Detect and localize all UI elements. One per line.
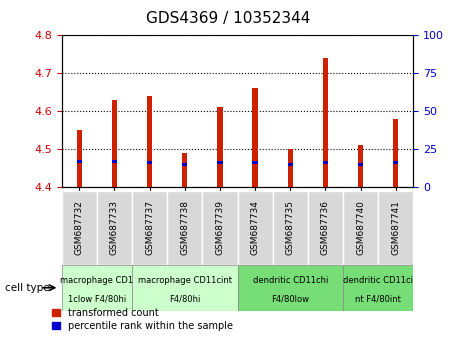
Bar: [112, 100, 117, 187]
FancyBboxPatch shape: [343, 265, 413, 311]
FancyBboxPatch shape: [202, 191, 238, 265]
Bar: [182, 153, 188, 187]
FancyBboxPatch shape: [97, 191, 132, 265]
Text: nt F4/80int: nt F4/80int: [355, 295, 401, 304]
Text: GSM687739: GSM687739: [216, 200, 224, 255]
FancyBboxPatch shape: [343, 191, 378, 265]
Legend: transformed count, percentile rank within the sample: transformed count, percentile rank withi…: [52, 308, 233, 331]
Text: macrophage CD1: macrophage CD1: [60, 276, 133, 285]
Bar: [287, 149, 293, 187]
Text: GSM687740: GSM687740: [356, 200, 365, 255]
Bar: [217, 161, 223, 164]
Bar: [358, 145, 363, 187]
Text: F4/80hi: F4/80hi: [169, 295, 200, 304]
Text: GSM687735: GSM687735: [286, 200, 294, 255]
FancyBboxPatch shape: [132, 265, 238, 311]
Bar: [112, 160, 117, 162]
Bar: [323, 58, 328, 187]
Bar: [393, 119, 399, 187]
FancyBboxPatch shape: [167, 191, 202, 265]
Text: GSM687733: GSM687733: [110, 200, 119, 255]
Text: GSM687738: GSM687738: [180, 200, 189, 255]
Text: GDS4369 / 10352344: GDS4369 / 10352344: [146, 11, 310, 25]
FancyBboxPatch shape: [308, 191, 343, 265]
FancyBboxPatch shape: [273, 191, 308, 265]
Bar: [393, 161, 399, 164]
Text: cell type: cell type: [5, 283, 49, 293]
Bar: [358, 162, 363, 166]
Bar: [147, 96, 152, 187]
FancyBboxPatch shape: [238, 265, 343, 311]
Text: GSM687737: GSM687737: [145, 200, 154, 255]
Bar: [252, 161, 258, 164]
Text: macrophage CD11cint: macrophage CD11cint: [138, 276, 232, 285]
FancyBboxPatch shape: [62, 191, 97, 265]
Text: GSM687736: GSM687736: [321, 200, 330, 255]
Text: dendritic CD11chi: dendritic CD11chi: [253, 276, 328, 285]
FancyBboxPatch shape: [378, 191, 413, 265]
FancyBboxPatch shape: [62, 265, 132, 311]
FancyBboxPatch shape: [132, 191, 167, 265]
Text: 1clow F4/80hi: 1clow F4/80hi: [68, 295, 126, 304]
Bar: [252, 88, 258, 187]
Text: GSM687732: GSM687732: [75, 200, 84, 255]
Bar: [147, 161, 152, 164]
Text: F4/80low: F4/80low: [271, 295, 309, 304]
Bar: [76, 130, 82, 187]
Bar: [323, 161, 328, 164]
Text: GSM687741: GSM687741: [391, 200, 400, 255]
Text: GSM687734: GSM687734: [251, 200, 259, 255]
Bar: [182, 162, 188, 166]
Bar: [287, 162, 293, 166]
FancyBboxPatch shape: [238, 191, 273, 265]
Bar: [217, 107, 223, 187]
Bar: [76, 160, 82, 162]
Text: dendritic CD11ci: dendritic CD11ci: [343, 276, 413, 285]
